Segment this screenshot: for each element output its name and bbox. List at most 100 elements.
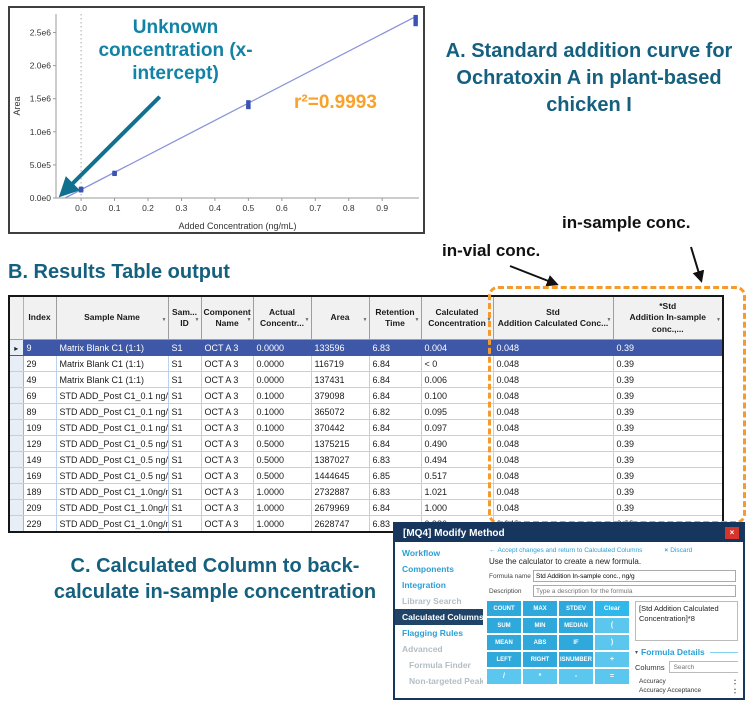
sidebar-item-calculated-columns[interactable]: Calculated Columns▸ (395, 609, 483, 625)
close-icon[interactable]: × (725, 527, 739, 539)
svg-text:0.2: 0.2 (142, 203, 154, 213)
row-selector[interactable] (8, 355, 24, 372)
row-selector[interactable] (8, 451, 24, 468)
column-header-label: Index (28, 312, 51, 323)
column-item-label: Accuracy Acceptance (639, 687, 702, 694)
column-header[interactable]: Calculated Concentration (420, 295, 494, 340)
description-input[interactable] (533, 585, 736, 597)
table-cell: 0.5000 (252, 451, 312, 468)
calc-button-equals[interactable]: = (595, 669, 629, 684)
calc-button-divide[interactable]: / (487, 669, 521, 684)
in-sample-arrow (690, 246, 705, 283)
spinner-arrows-icon[interactable]: ▴ ▾ (733, 676, 736, 686)
row-selector[interactable] (8, 499, 24, 516)
calc-button-clear[interactable]: Clear (595, 601, 629, 616)
calc-button-sum[interactable]: SUM (487, 618, 521, 633)
filter-icon[interactable] (162, 313, 167, 323)
filter-icon[interactable] (415, 313, 420, 323)
filter-icon[interactable] (247, 313, 252, 323)
table-cell: 0.048 (492, 387, 614, 404)
calc-button-isnumber[interactable]: ISNUMBER (559, 652, 593, 667)
table-row[interactable]: 29 Matrix Blank C1 (1:1) S1 OCT A 3 0.0000 11… (8, 355, 724, 372)
table-header-row: Index Sample Name Sam... IDComponent Name A… (8, 295, 724, 340)
table-cell: OCT A 3 (200, 451, 254, 468)
calc-button-multiply[interactable]: * (523, 669, 557, 684)
filter-icon[interactable] (363, 313, 368, 323)
calc-button-count[interactable]: COUNT (487, 601, 521, 616)
table-row[interactable]: 189 STD ADD_Post C1_1.0ng/mL S1 OCT A 3 1.00… (8, 483, 724, 500)
calc-button-right[interactable]: RIGHT (523, 652, 557, 667)
calculator-keypad: COUNT MAX STDEV Clear SUM MIN MEDIAN( MEAN ABS IF… (487, 601, 629, 695)
row-selector[interactable] (8, 371, 24, 388)
column-header[interactable]: Retention Time (368, 295, 422, 340)
calc-button-median[interactable]: MEDIAN (559, 618, 593, 633)
calc-button-mean[interactable]: MEAN (487, 635, 521, 650)
table-cell: 133596 (310, 339, 370, 356)
row-selector[interactable] (8, 435, 24, 452)
table-cell: OCT A 3 (200, 419, 254, 436)
column-header[interactable]: Component Name (200, 295, 254, 340)
row-selector[interactable] (8, 387, 24, 404)
filter-icon[interactable] (716, 313, 721, 323)
filter-icon[interactable] (305, 313, 310, 323)
calc-button-min[interactable]: MIN (523, 618, 557, 633)
table-cell: OCT A 3 (200, 515, 254, 533)
columns-search-input[interactable] (671, 662, 738, 672)
sidebar-item-flagging-rules[interactable]: Flagging Rules (402, 628, 463, 638)
table-row[interactable]: 49 Matrix Blank C1 (1:1) S1 OCT A 3 0.0000 13… (8, 371, 724, 388)
column-header[interactable]: Std Addition Calculated Conc... (492, 295, 614, 340)
calc-button-add[interactable]: + (595, 652, 629, 667)
sidebar-item-components[interactable]: Components (402, 564, 454, 574)
row-selector[interactable] (8, 467, 24, 484)
sidebar-item-formula-finder: Formula Finder (409, 660, 471, 670)
calc-button-if[interactable]: IF (559, 635, 593, 650)
discard-link[interactable]: × Discard (664, 547, 692, 554)
row-selector[interactable] (8, 339, 24, 356)
accept-changes-link[interactable]: ← Accept changes and return to Calculated… (489, 547, 642, 554)
sidebar-item-integration[interactable]: Integration (402, 580, 446, 590)
column-header[interactable]: Sample Name (55, 295, 169, 340)
row-selector[interactable] (8, 515, 24, 533)
formula-name-input[interactable] (533, 570, 736, 582)
sidebar-item-library-search: Library Search (402, 596, 462, 606)
sidebar-item-non-targeted-peaks: Non-targeted Peaks (409, 676, 483, 686)
calc-button-stdev[interactable]: STDEV (559, 601, 593, 616)
collapse-triangle-icon[interactable]: ▾ (635, 649, 639, 656)
column-header[interactable]: Area (310, 295, 370, 340)
row-selector[interactable] (8, 403, 24, 420)
table-cell: 0.39 (612, 451, 724, 468)
table-cell: 0.048 (492, 371, 614, 388)
spinner-arrows-icon[interactable]: ▴ ▾ (733, 685, 736, 695)
calc-button-open-paren[interactable]: ( (595, 618, 629, 633)
calc-button-subtract[interactable]: - (559, 669, 593, 684)
column-header[interactable]: Actual Concentr... (252, 295, 312, 340)
filter-icon[interactable] (195, 313, 200, 323)
sidebar-item-workflow[interactable]: Workflow (402, 548, 441, 558)
calc-button-close-paren[interactable]: ) (595, 635, 629, 650)
row-selector[interactable] (8, 483, 24, 500)
calc-button-abs[interactable]: ABS (523, 635, 557, 650)
column-header[interactable]: Sam... ID (167, 295, 202, 340)
calc-button-left[interactable]: LEFT (487, 652, 521, 667)
column-header[interactable]: Index (22, 295, 57, 340)
formula-expression-box[interactable]: [Std Addition Calculated Concentration]*… (635, 601, 738, 641)
table-cell: 49 (22, 371, 57, 388)
table-row[interactable]: 209 STD ADD_Post C1_1.0ng/mL S1 OCT A 3 1.00… (8, 499, 724, 516)
column-header-label: Sample Name (84, 312, 140, 323)
row-selector[interactable] (8, 419, 24, 436)
column-list-item[interactable]: Accuracy Acceptance ▴ ▾ (635, 686, 738, 695)
filter-icon[interactable] (487, 313, 492, 323)
column-header[interactable]: *Std Addition In-sample conc.,... (612, 295, 724, 340)
filter-icon[interactable] (607, 313, 612, 323)
dialog-title-bar[interactable]: [MQ4] Modify Method × (395, 524, 743, 542)
table-cell: 189 (22, 483, 57, 500)
column-list-item[interactable]: Accuracy ▴ ▾ (635, 677, 738, 686)
calc-button-max[interactable]: MAX (523, 601, 557, 616)
